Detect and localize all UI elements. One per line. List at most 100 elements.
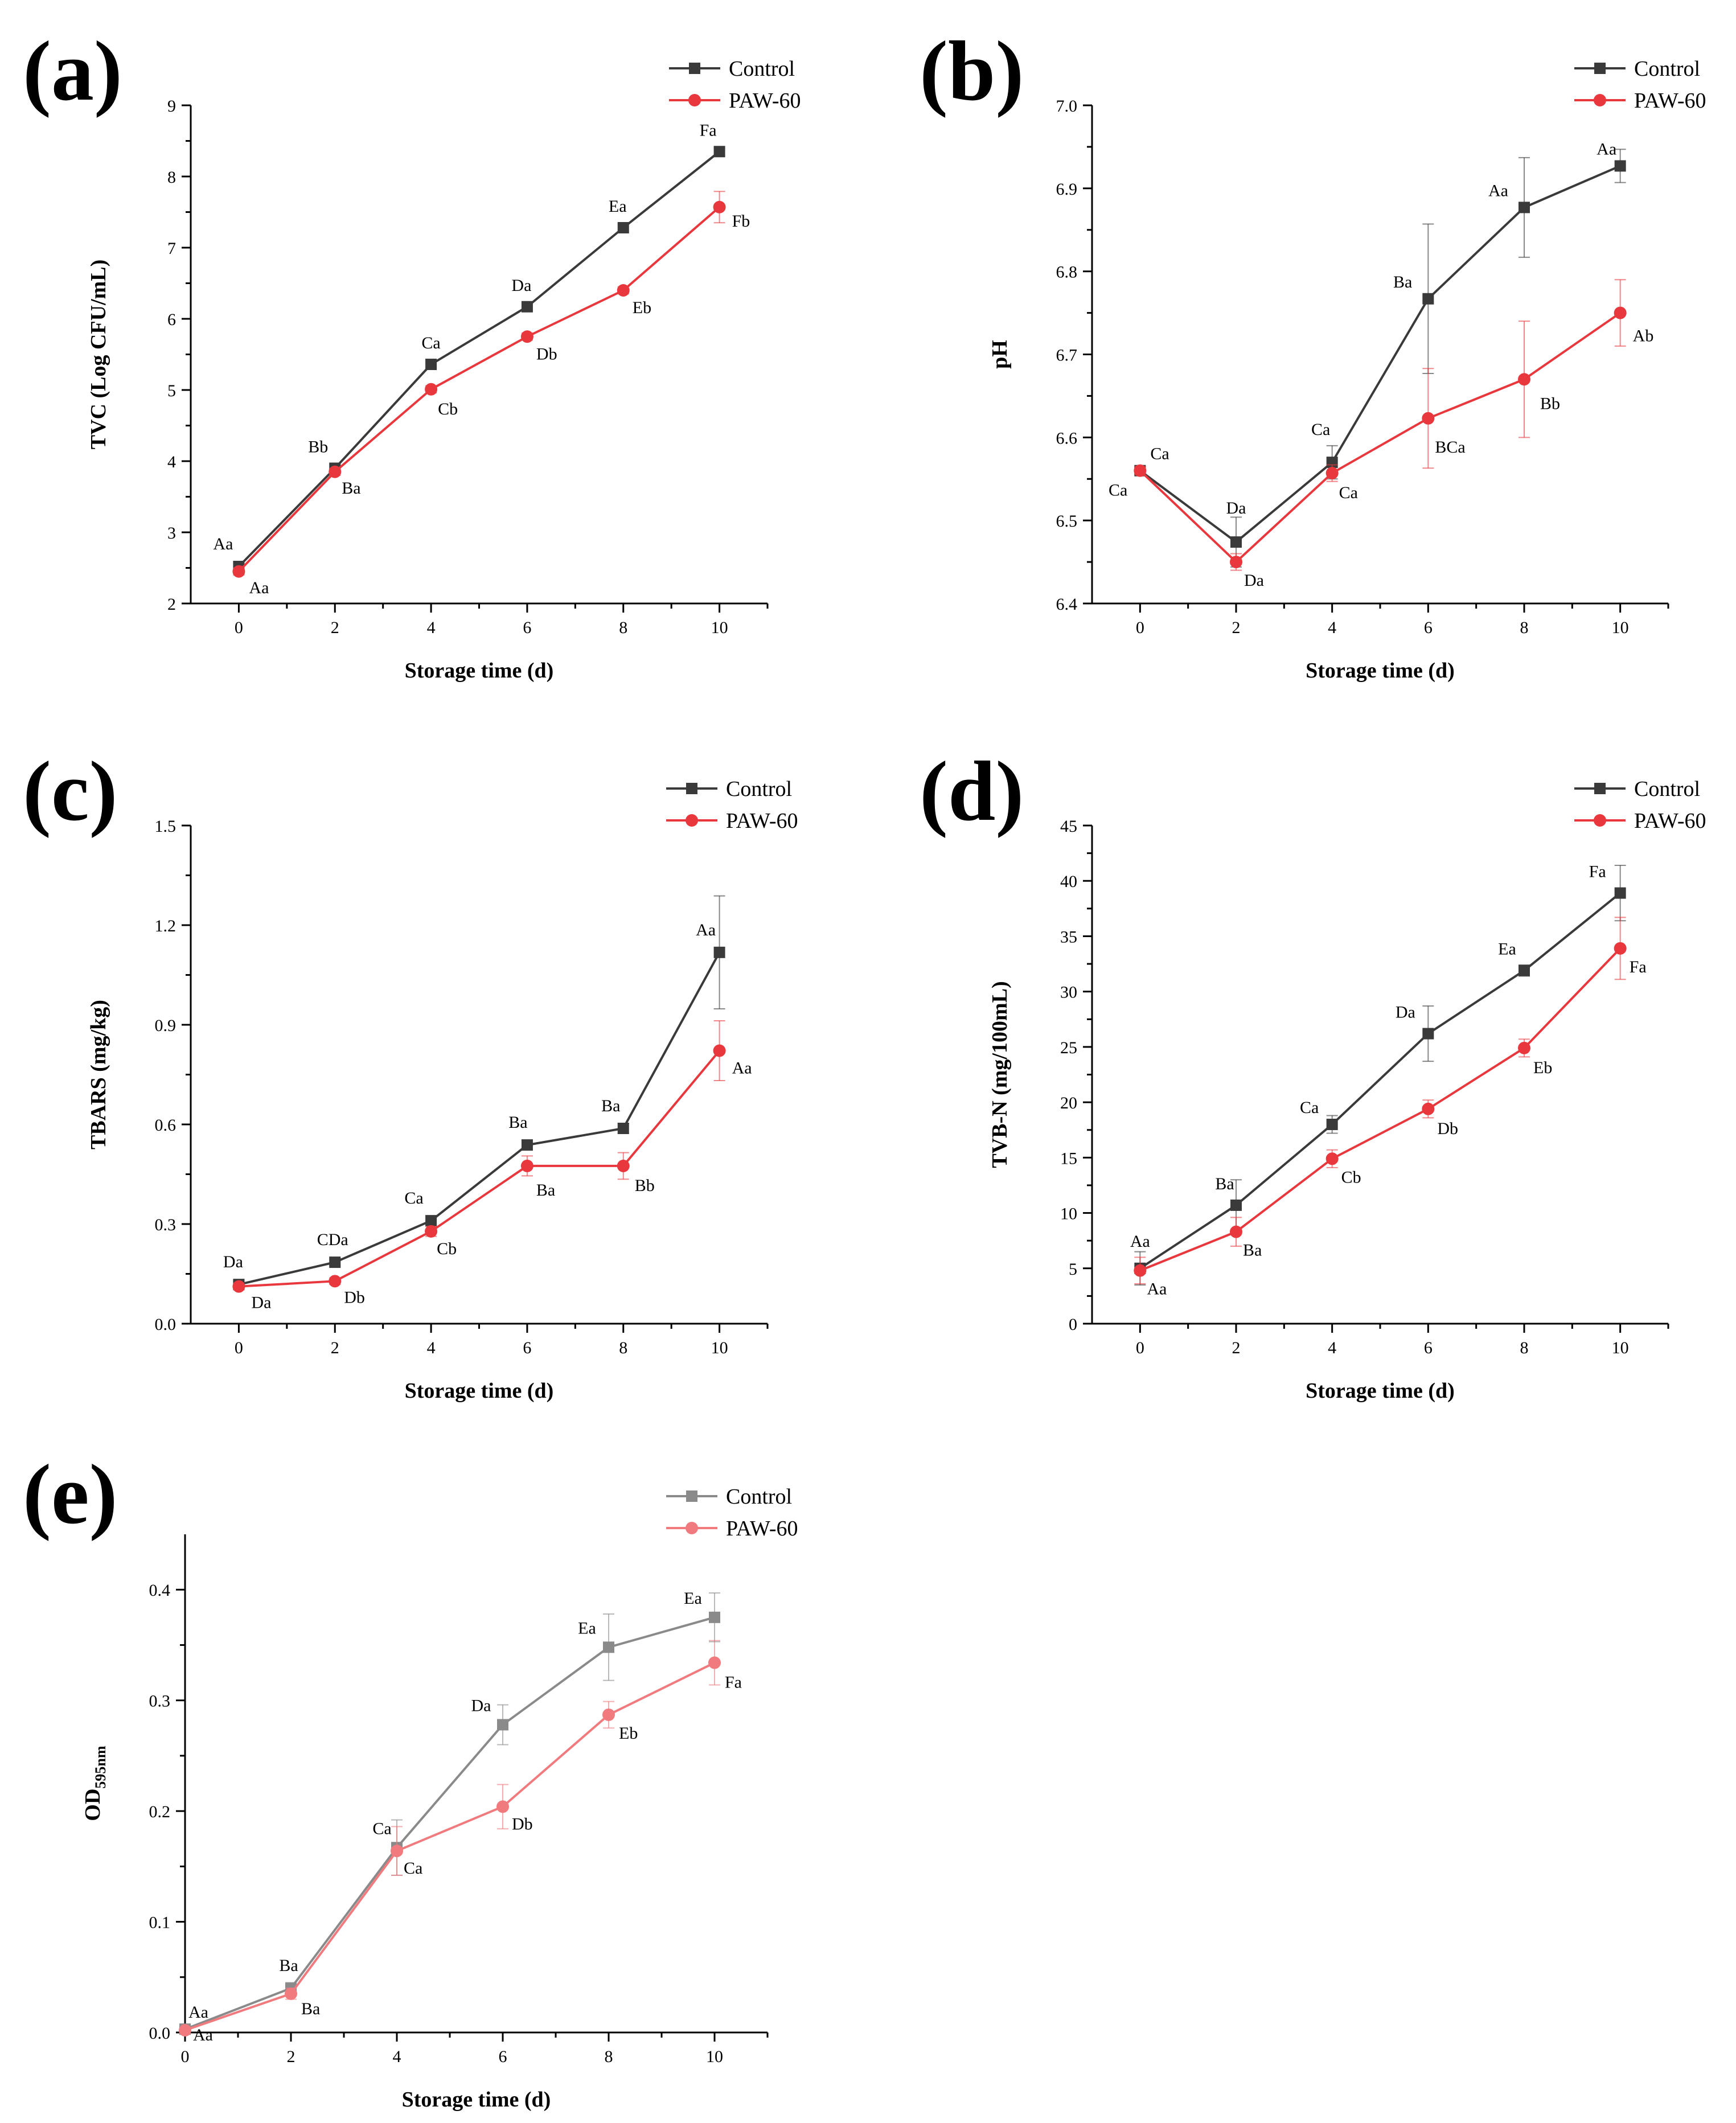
significance-label: Aa [1147, 1280, 1167, 1299]
panel-label: (b) [920, 24, 1024, 118]
series-line [1139, 892, 1621, 1270]
data-point-circle [1134, 1264, 1147, 1277]
panel-e: (e) 0 2 4 6 8 10 0.0 0.1 0.2 0.3 0.4 Storage time (d… [23, 1447, 798, 2112]
data-point-circle [329, 465, 342, 478]
data-point-square [617, 1123, 629, 1134]
x-tick-label: 4 [427, 1338, 436, 1357]
y-tick-label: 20 [1060, 1094, 1077, 1112]
legend-label: PAW-60 [729, 89, 801, 113]
x-tick-label: 6 [1424, 618, 1433, 637]
significance-label: Ca [1311, 420, 1330, 439]
data-point-circle [232, 565, 245, 578]
y-tick-label: 4 [167, 453, 176, 471]
significance-label: Db [344, 1288, 365, 1307]
x-tick-label: 0 [1136, 618, 1144, 637]
significance-label: Aa [213, 535, 233, 553]
significance-label: Bb [635, 1176, 655, 1195]
panel-c: (c) 0 2 4 6 8 10 0.0 0.3 0.6 0.9 1.2 1.5 Storage time… [23, 744, 798, 1403]
data-point-square [1614, 887, 1626, 899]
legend-marker-square [1594, 63, 1606, 74]
panel-label: (a) [23, 24, 122, 118]
y-tick-label: 0.6 [155, 1116, 177, 1135]
data-point-square [709, 1611, 720, 1623]
legend-label: Control [1634, 57, 1700, 81]
x-tick-label: 0 [235, 618, 243, 637]
data-point-circle [232, 1280, 245, 1293]
data-point-square [713, 946, 725, 958]
data-point-circle [713, 1044, 726, 1057]
x-axis-title: Storage time (d) [1306, 659, 1455, 683]
data-point-square [521, 1139, 533, 1151]
significance-label: Cb [437, 1239, 457, 1258]
data-point-square [425, 1215, 437, 1227]
series-paw-60: Da Db Cb Ba Bb Aa [232, 1020, 752, 1312]
x-tick-label: 10 [706, 2047, 723, 2066]
legend-label: Control [1634, 777, 1700, 801]
y-tick-label: 0.9 [155, 1016, 177, 1035]
significance-label: Ba [1243, 1241, 1262, 1260]
legend-marker-circle [688, 94, 701, 106]
y-axis-title: TVB-N (mg/100mL) [988, 981, 1012, 1168]
significance-label: Aa [1130, 1232, 1150, 1251]
y-axis-title: TBARS (mg/kg) [87, 1000, 110, 1149]
significance-label: CDa [317, 1230, 348, 1249]
series-line [239, 1050, 721, 1288]
legend-marker-square [686, 783, 697, 794]
x-tick-label: 2 [1232, 618, 1241, 637]
legend-label: PAW-60 [1634, 89, 1706, 113]
legend: Control PAW-60 [1574, 57, 1706, 113]
x-tick-label: 4 [427, 618, 436, 637]
legend-label: PAW-60 [726, 809, 798, 833]
data-point-circle [1325, 1152, 1339, 1165]
significance-label: Ea [578, 1619, 596, 1637]
y-tick-label: 6.9 [1056, 180, 1078, 199]
data-point-square [1230, 1199, 1242, 1211]
y-tick-label: 0.0 [149, 2024, 171, 2043]
data-point-circle [496, 1800, 509, 1813]
significance-label: Aa [249, 578, 269, 597]
x-axis-title: Storage time (d) [402, 2088, 551, 2112]
legend-marker-circle [686, 814, 698, 827]
data-point-square [1614, 160, 1626, 172]
legend-label: PAW-60 [726, 1517, 798, 1541]
legend-marker-square [1594, 783, 1606, 794]
data-point-circle [329, 1275, 342, 1288]
data-point-circle [520, 330, 533, 343]
significance-label: Ca [421, 334, 440, 352]
significance-label: Cb [438, 400, 458, 418]
significance-label: Db [1437, 1119, 1458, 1138]
y-tick-label: 40 [1060, 872, 1077, 891]
data-point-square [1230, 536, 1242, 548]
y-tick-label: 10 [1060, 1205, 1077, 1223]
x-tick-label: 2 [331, 1338, 339, 1357]
data-point-circle [179, 2024, 191, 2037]
data-point-circle [1614, 306, 1627, 319]
y-tick-label: 0.0 [155, 1315, 177, 1334]
legend: Control PAW-60 [666, 1485, 798, 1541]
y-tick-label: 7 [167, 239, 176, 258]
data-point-circle [1614, 942, 1627, 955]
x-tick-label: 6 [1424, 1338, 1433, 1357]
x-tick-label: 8 [619, 1338, 627, 1357]
legend-label: PAW-60 [1634, 809, 1706, 833]
x-tick-label: 8 [1520, 618, 1529, 637]
x-tick-label: 2 [331, 618, 339, 637]
y-tick-label: 7.0 [1056, 97, 1078, 116]
data-point-circle [1230, 1225, 1242, 1238]
significance-label: Ca [1300, 1098, 1319, 1117]
significance-label: Ca [404, 1189, 423, 1208]
significance-label: Cb [1341, 1168, 1361, 1186]
data-point-circle [520, 1159, 533, 1172]
significance-label: Ca [1150, 445, 1169, 463]
series-paw-60: Aa Ba Cb Db Eb Fb [232, 191, 750, 597]
y-tick-label: 1.2 [155, 917, 177, 935]
data-point-square [521, 301, 533, 313]
x-tick-label: 2 [287, 2047, 296, 2066]
significance-label: Fa [1630, 958, 1647, 976]
significance-label: Aa [188, 2003, 208, 2022]
significance-label: Ba [508, 1113, 527, 1132]
x-tick-label: 10 [711, 618, 728, 637]
data-point-circle [713, 200, 726, 213]
significance-label: Eb [619, 1724, 638, 1743]
significance-label: Eb [633, 298, 651, 317]
